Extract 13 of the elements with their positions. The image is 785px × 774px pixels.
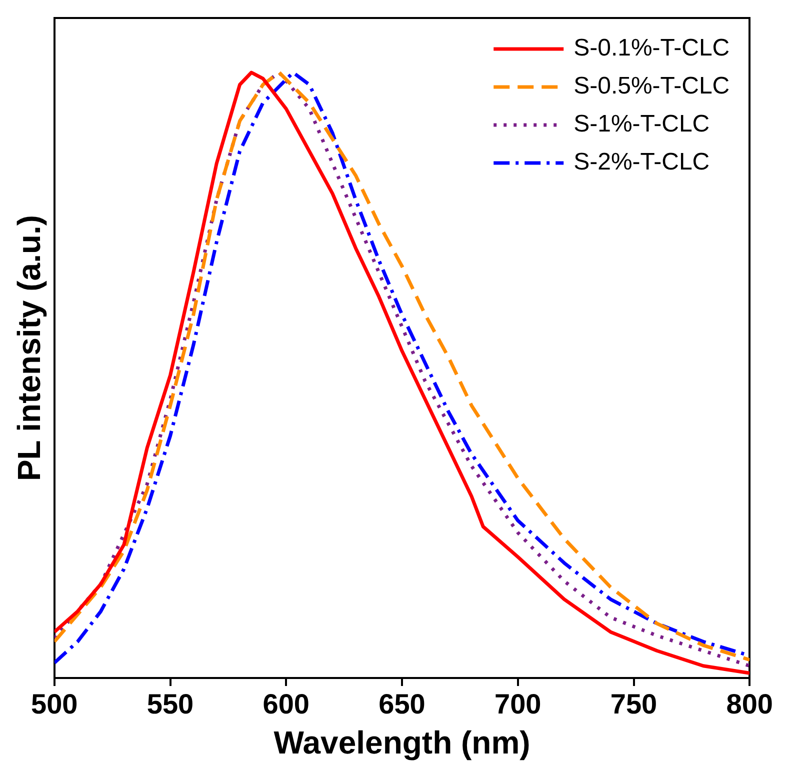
legend-label: S-1%-T-CLC (574, 110, 710, 138)
y-axis-title: PL intensity (a.u.) (11, 214, 48, 482)
x-tick-label: 550 (146, 688, 194, 720)
x-tick-label: 500 (31, 688, 78, 720)
legend-label: S-0.5%-T-CLC (574, 72, 730, 100)
x-axis-title: Wavelength (nm) (274, 724, 530, 761)
x-tick-label: 600 (262, 688, 310, 720)
x-tick-label: 700 (494, 688, 542, 720)
legend-label: S-0.1%-T-CLC (574, 34, 730, 62)
x-tick-label: 800 (726, 688, 773, 720)
x-tick-label: 750 (610, 688, 658, 720)
x-tick-label: 650 (378, 688, 426, 720)
legend-label: S-2%-T-CLC (574, 148, 710, 176)
